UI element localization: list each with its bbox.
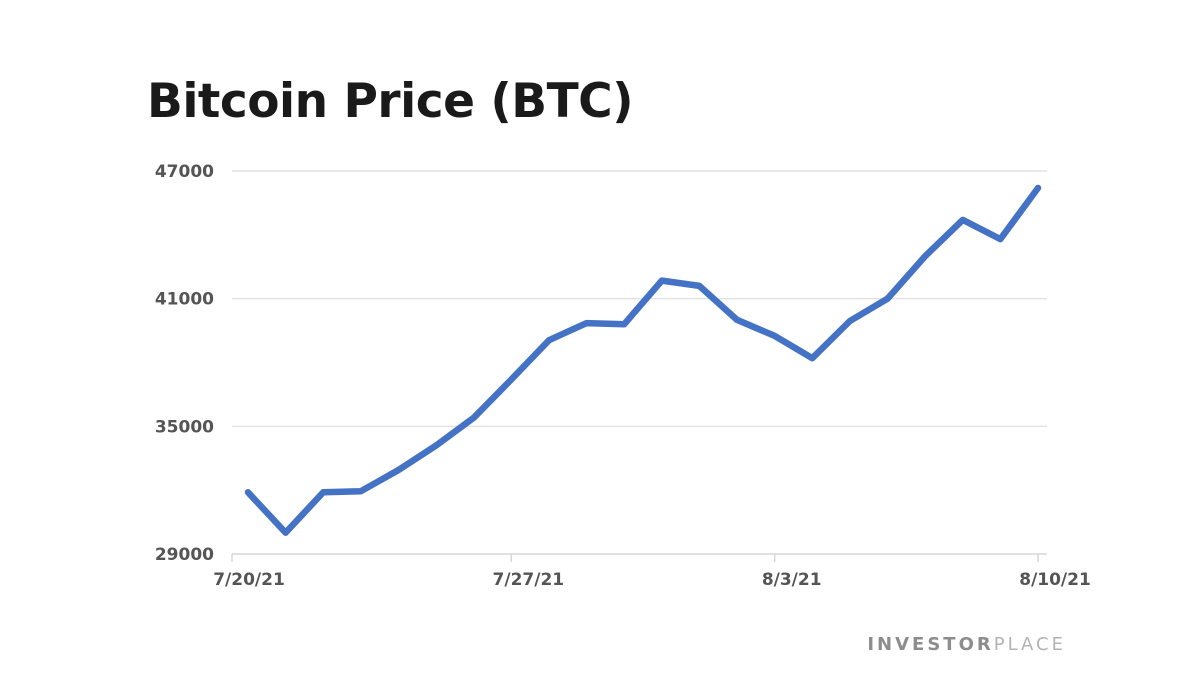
y-tick-label: 47000 [155, 162, 214, 182]
logo-text-investor: INVESTOR [867, 634, 994, 655]
x-axis-ticks: 7/20/21 7/27/21 8/3/21 8/10/21 [213, 554, 1091, 590]
x-tick-label: 8/3/21 [762, 570, 822, 590]
grid-lines [232, 170, 1047, 555]
x-tick-label: 7/20/21 [213, 570, 285, 590]
y-axis-ticks: 29000 35000 41000 47000 [155, 162, 214, 565]
investorplace-logo: INVESTORPLACE [867, 634, 1066, 655]
y-tick-label: 41000 [155, 290, 214, 310]
btc-price-line [244, 184, 1042, 536]
x-tick-label: 7/27/21 [493, 570, 565, 590]
series [244, 184, 1042, 536]
x-tick-label: 8/10/21 [1019, 570, 1091, 590]
chart-title: Bitcoin Price (BTC) [147, 74, 634, 129]
y-tick-label: 29000 [155, 545, 214, 565]
y-tick-label: 35000 [155, 417, 214, 437]
logo-text-place: PLACE [993, 634, 1066, 655]
